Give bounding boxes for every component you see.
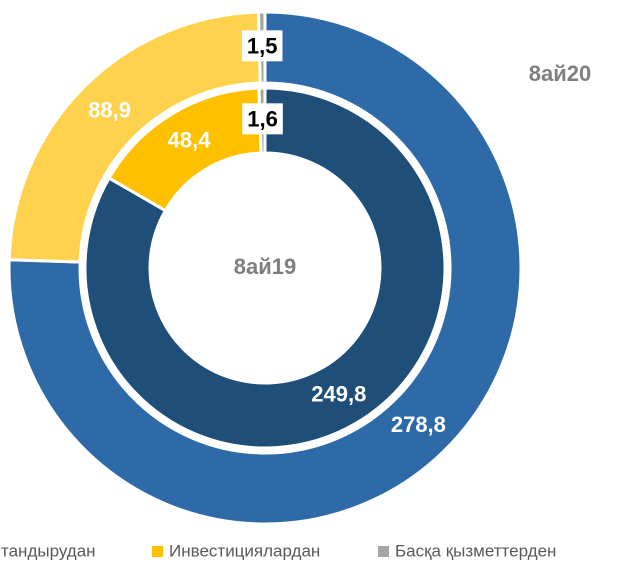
donut-segment xyxy=(83,86,447,450)
series-label: 8ай19 xyxy=(234,254,296,279)
donut-segment xyxy=(7,10,523,526)
donut-segment xyxy=(7,10,262,264)
data-label: 278,8 xyxy=(391,412,446,437)
data-label: 48,4 xyxy=(168,127,212,152)
data-label: 1,5 xyxy=(247,33,278,58)
series-label: 8ай20 xyxy=(529,61,591,86)
data-label: 88,9 xyxy=(88,97,131,122)
label-box xyxy=(242,103,283,135)
data-label: 1,6 xyxy=(247,106,278,131)
legend-label: Басқа қызметтерден xyxy=(395,541,556,560)
legend-label: тандырудан xyxy=(1,541,96,560)
legend-label: Инвестициялардан xyxy=(169,541,320,560)
legend-marker xyxy=(378,546,389,557)
data-label: 249,8 xyxy=(311,382,366,407)
label-box xyxy=(241,30,283,62)
legend-marker xyxy=(152,546,163,557)
